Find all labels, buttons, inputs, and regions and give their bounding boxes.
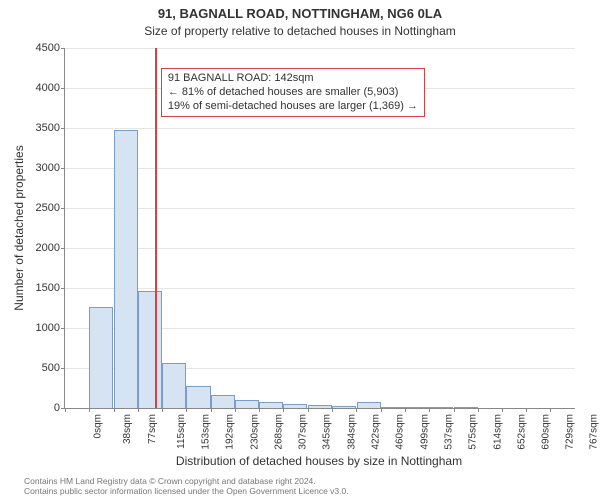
x-tick-label: 384sqm xyxy=(347,414,358,450)
x-tick-label: 422sqm xyxy=(371,414,382,450)
x-tick-label: 0sqm xyxy=(92,414,103,438)
y-tick-label: 2500 xyxy=(26,202,60,214)
plot-area: 91 BAGNALL ROAD: 142sqm← 81% of detached… xyxy=(64,48,575,409)
x-tick-label: 230sqm xyxy=(249,414,260,450)
x-tick-label: 652sqm xyxy=(516,414,527,450)
histogram-bar xyxy=(381,407,405,408)
chart-title: 91, BAGNALL ROAD, NOTTINGHAM, NG6 0LA xyxy=(0,6,600,21)
x-tickmark xyxy=(259,408,260,412)
y-tickmark xyxy=(61,88,65,89)
histogram-bar xyxy=(235,400,259,408)
gridline-h xyxy=(65,288,575,289)
y-tick-label: 500 xyxy=(26,362,60,374)
x-tickmark xyxy=(332,408,333,412)
x-tick-label: 77sqm xyxy=(147,414,158,444)
x-tick-label: 460sqm xyxy=(395,414,406,450)
property-size-histogram: 91, BAGNALL ROAD, NOTTINGHAM, NG6 0LA Si… xyxy=(0,0,600,500)
x-tick-label: 767sqm xyxy=(589,414,600,450)
x-tickmark xyxy=(89,408,90,412)
y-axis-label-wrap: Number of detached properties xyxy=(12,48,26,408)
x-tick-label: 38sqm xyxy=(122,414,133,444)
x-tick-label: 729sqm xyxy=(565,414,576,450)
annotation-line-text: 19% of semi-detached houses are larger (… xyxy=(168,100,418,114)
x-tickmark xyxy=(405,408,406,412)
histogram-bar xyxy=(186,386,210,408)
histogram-bar xyxy=(332,406,356,408)
histogram-bar xyxy=(211,395,235,408)
x-tick-label: 115sqm xyxy=(176,414,187,449)
y-tickmark xyxy=(61,208,65,209)
footer-attribution: Contains HM Land Registry data © Crown c… xyxy=(24,476,349,496)
gridline-h xyxy=(65,248,575,249)
x-tick-label: 690sqm xyxy=(540,414,551,450)
x-tickmark xyxy=(186,408,187,412)
x-tickmark xyxy=(114,408,115,412)
y-tick-label: 2000 xyxy=(26,242,60,254)
gridline-h xyxy=(65,208,575,209)
annotation-line-text: 91 BAGNALL ROAD: 142sqm xyxy=(168,72,418,86)
x-tick-label: 537sqm xyxy=(443,414,454,450)
x-tick-label: 268sqm xyxy=(273,414,284,450)
histogram-bar xyxy=(259,402,283,408)
y-tick-label: 0 xyxy=(26,402,60,414)
y-tickmark xyxy=(61,248,65,249)
annotation-line-text: ← 81% of detached houses are smaller (5,… xyxy=(168,86,418,100)
y-tickmark xyxy=(61,288,65,289)
x-tickmark xyxy=(235,408,236,412)
x-tickmark xyxy=(308,408,309,412)
y-tick-label: 1500 xyxy=(26,282,60,294)
x-tickmark xyxy=(65,408,66,412)
x-axis-label: Distribution of detached houses by size … xyxy=(64,454,574,468)
gridline-h xyxy=(65,128,575,129)
histogram-bar xyxy=(357,402,381,408)
y-tick-label: 3000 xyxy=(26,162,60,174)
y-tick-label: 1000 xyxy=(26,322,60,334)
gridline-h xyxy=(65,168,575,169)
x-tickmark xyxy=(381,408,382,412)
x-tickmark xyxy=(502,408,503,412)
annotation-box: 91 BAGNALL ROAD: 142sqm← 81% of detached… xyxy=(161,68,425,117)
x-tick-label: 499sqm xyxy=(419,414,430,450)
x-tick-label: 192sqm xyxy=(225,414,236,450)
histogram-bar xyxy=(138,291,162,408)
x-tickmark xyxy=(429,408,430,412)
histogram-bar xyxy=(89,307,113,408)
x-tickmark xyxy=(550,408,551,412)
x-tickmark xyxy=(478,408,479,412)
histogram-bar xyxy=(405,407,429,408)
histogram-bar xyxy=(283,404,307,408)
x-tickmark xyxy=(526,408,527,412)
x-tick-label: 614sqm xyxy=(492,414,503,450)
x-tick-label: 153sqm xyxy=(200,414,211,450)
x-tick-label: 307sqm xyxy=(298,414,309,450)
histogram-bar xyxy=(454,407,478,408)
y-tickmark xyxy=(61,368,65,369)
x-tick-label: 575sqm xyxy=(467,414,478,450)
x-tickmark xyxy=(283,408,284,412)
x-tickmark xyxy=(356,408,357,412)
footer-line-2: Contains public sector information licen… xyxy=(24,486,349,496)
gridline-h xyxy=(65,48,575,49)
histogram-bar xyxy=(308,405,332,408)
y-axis-label: Number of detached properties xyxy=(12,145,26,310)
x-tickmark xyxy=(454,408,455,412)
x-tickmark xyxy=(138,408,139,412)
x-tickmark xyxy=(211,408,212,412)
y-tickmark xyxy=(61,168,65,169)
x-tickmark xyxy=(162,408,163,412)
x-tick-label: 345sqm xyxy=(322,414,333,450)
chart-subtitle: Size of property relative to detached ho… xyxy=(0,24,600,38)
histogram-bar xyxy=(429,407,453,408)
y-tickmark xyxy=(61,128,65,129)
y-tick-label: 4000 xyxy=(26,82,60,94)
y-tickmark xyxy=(61,328,65,329)
histogram-bar xyxy=(162,363,186,408)
footer-line-1: Contains HM Land Registry data © Crown c… xyxy=(24,476,349,486)
y-tick-label: 4500 xyxy=(26,42,60,54)
y-tickmark xyxy=(61,48,65,49)
annotation-line xyxy=(155,48,157,408)
y-tick-label: 3500 xyxy=(26,122,60,134)
histogram-bar xyxy=(114,130,138,408)
